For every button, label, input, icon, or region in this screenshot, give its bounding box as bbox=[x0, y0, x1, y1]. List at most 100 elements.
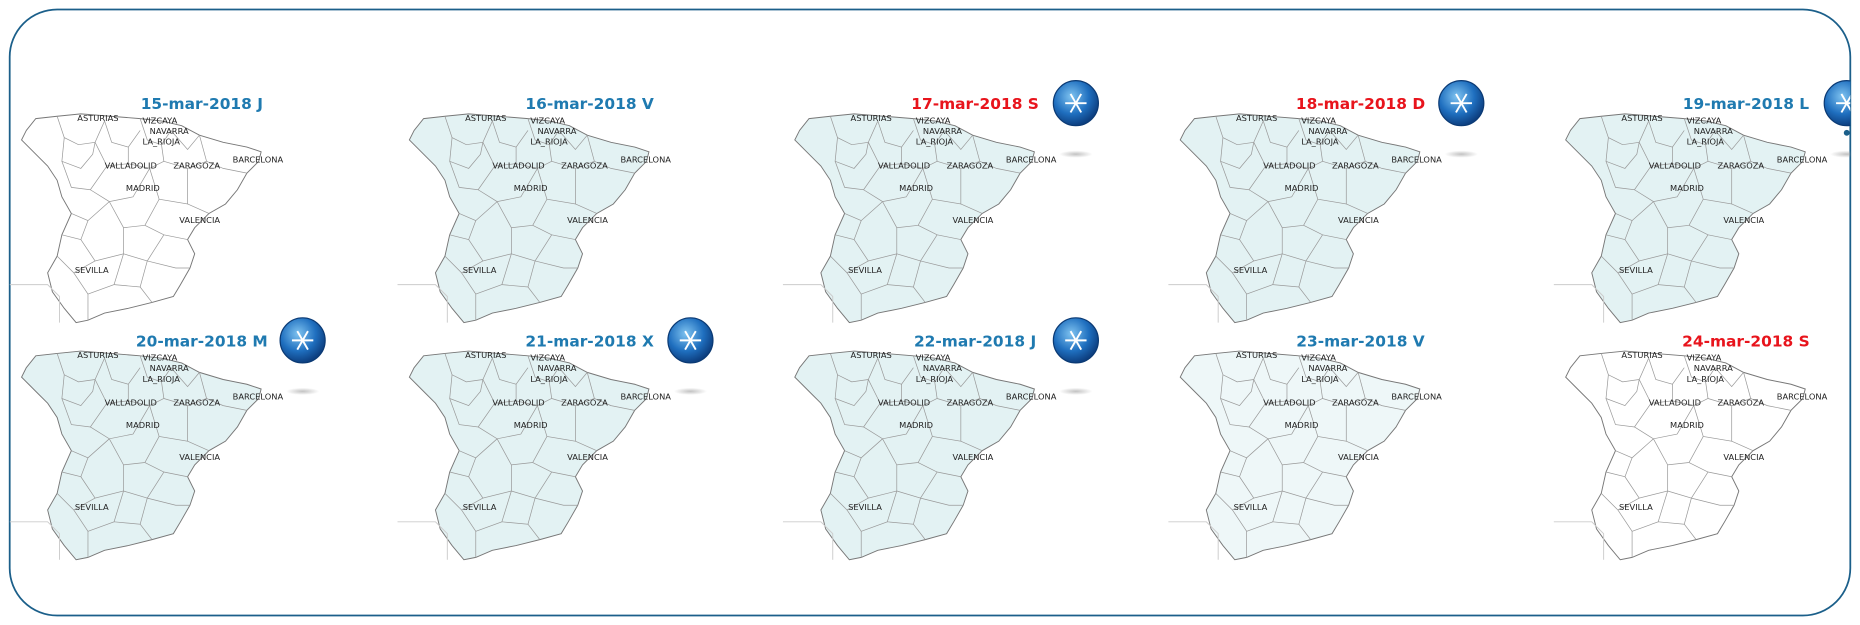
province-border bbox=[90, 168, 150, 202]
province-border bbox=[1329, 130, 1359, 150]
province-border bbox=[496, 436, 548, 466]
region-label: VALLADOLID bbox=[492, 160, 544, 170]
province-border bbox=[199, 135, 247, 174]
region-label: VIZCAYA bbox=[916, 115, 951, 125]
region-label: VALENCIA bbox=[953, 215, 994, 225]
flake-arm bbox=[1840, 93, 1851, 113]
region-label: LA_RIOJA bbox=[1687, 137, 1725, 147]
region-label: MADRID bbox=[126, 420, 160, 430]
region-label: NAVARRA bbox=[1694, 126, 1733, 136]
panel-title: 19-mar-2018 L bbox=[1683, 95, 1810, 113]
province-border bbox=[1232, 253, 1283, 295]
province-border bbox=[913, 286, 926, 303]
province-border bbox=[1743, 372, 1792, 411]
region-label: VIZCAYA bbox=[1301, 353, 1336, 363]
province-border bbox=[1298, 523, 1311, 540]
region-label: VALLADOLID bbox=[1649, 160, 1701, 170]
province-border bbox=[960, 440, 983, 451]
region-label: VALENCIA bbox=[953, 452, 994, 462]
panel-title: 15-mar-2018 J bbox=[141, 95, 263, 113]
panel-title: 22-mar-2018 J bbox=[914, 332, 1036, 350]
province-border bbox=[449, 137, 484, 169]
region-label: VIZCAYA bbox=[1301, 115, 1336, 125]
canary-inset bbox=[397, 521, 448, 560]
province-border bbox=[868, 379, 902, 404]
region-label: SEVILLA bbox=[1234, 265, 1268, 275]
region-label: MADRID bbox=[1670, 420, 1704, 430]
region-label: LA_RIOJA bbox=[143, 374, 181, 384]
province-border bbox=[199, 372, 247, 411]
region-label: SEVILLA bbox=[848, 502, 882, 512]
icon-shadow bbox=[1059, 387, 1093, 395]
region-label: MADRID bbox=[899, 420, 933, 430]
province-border bbox=[56, 255, 96, 274]
province-border bbox=[1638, 379, 1673, 404]
province-border bbox=[477, 405, 538, 440]
region-label: NAVARRA bbox=[150, 363, 189, 373]
province-border bbox=[1305, 260, 1349, 269]
province-border bbox=[920, 497, 964, 506]
region-label: ASTURIAS bbox=[851, 113, 892, 123]
region-label: SEVILLA bbox=[75, 265, 109, 275]
province-border bbox=[1215, 353, 1264, 383]
region-label: VALENCIA bbox=[1338, 452, 1379, 462]
province-border bbox=[972, 135, 1021, 174]
province-border bbox=[877, 358, 914, 385]
icon-shadow bbox=[286, 387, 320, 395]
province-border bbox=[586, 135, 635, 174]
region-label: BARCELONA bbox=[620, 154, 671, 164]
province-border bbox=[80, 464, 124, 499]
snow-icon bbox=[1438, 80, 1485, 158]
province-border bbox=[1743, 135, 1792, 174]
province-border bbox=[90, 405, 150, 440]
snow-icon bbox=[667, 317, 714, 395]
province-border bbox=[149, 405, 188, 442]
province-border bbox=[1307, 168, 1347, 205]
province-border bbox=[920, 260, 964, 269]
region-label: BARCELONA bbox=[1391, 154, 1442, 164]
flake-arm bbox=[1069, 93, 1083, 113]
province-border bbox=[1220, 137, 1255, 169]
province-border bbox=[853, 227, 898, 262]
province-border bbox=[1714, 367, 1744, 388]
region-label: ZARAGOZA bbox=[561, 160, 608, 170]
province-border bbox=[1307, 405, 1347, 442]
region-label: SEVILLA bbox=[1234, 502, 1268, 512]
region-label: SEVILLA bbox=[848, 265, 882, 275]
region-label: BARCELONA bbox=[1006, 154, 1057, 164]
province-border bbox=[94, 142, 129, 167]
province-border bbox=[1731, 440, 1754, 451]
province-border bbox=[1693, 168, 1733, 205]
region-label: VALENCIA bbox=[567, 215, 608, 225]
region-label: BARCELONA bbox=[1006, 392, 1057, 402]
snow-icon bbox=[279, 317, 326, 395]
province-border bbox=[1683, 286, 1697, 303]
region-label: VALENCIA bbox=[1723, 452, 1764, 462]
region-label: SEVILLA bbox=[1619, 265, 1653, 275]
canary-inset bbox=[9, 521, 60, 560]
province-border bbox=[1329, 367, 1359, 388]
province-border bbox=[80, 227, 124, 262]
province-border bbox=[94, 379, 129, 404]
province-border bbox=[1248, 168, 1309, 202]
province-border bbox=[877, 120, 914, 148]
region-label: ASTURIAS bbox=[465, 350, 506, 360]
province-border bbox=[516, 381, 553, 406]
province-border bbox=[1253, 379, 1288, 404]
region-label: MADRID bbox=[899, 183, 933, 193]
province-border bbox=[482, 379, 517, 404]
region-label: NAVARRA bbox=[1308, 363, 1347, 373]
region-label: VALLADOLID bbox=[105, 398, 157, 408]
panels: ASTURIAS VIZCAYANAVARRALA_RIOJAVALLADOLID… bbox=[9, 80, 1851, 561]
panel-title: 20-mar-2018 M bbox=[136, 332, 268, 350]
region-label: NAVARRA bbox=[1694, 363, 1733, 373]
province-border bbox=[1215, 116, 1264, 146]
province-border bbox=[1239, 464, 1283, 499]
province-border bbox=[558, 367, 588, 388]
province-border bbox=[1714, 130, 1744, 150]
province-border bbox=[1286, 381, 1323, 406]
